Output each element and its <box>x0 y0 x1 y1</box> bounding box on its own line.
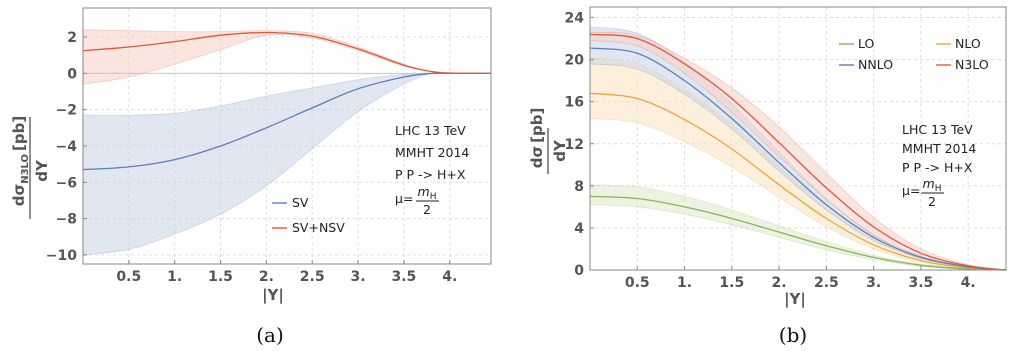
y-axis-label-a: dσN3LO[pb] dY <box>10 116 51 219</box>
legend-label-nnlo: NNLO <box>858 57 893 72</box>
annotation-line: LHC 13 TeV <box>395 123 466 138</box>
y-tick-label: 8 <box>574 179 584 195</box>
plot-frame-a <box>82 7 492 265</box>
legend-b: LO NLO NNLO N3LO <box>839 36 989 72</box>
x-tick-label: 3.5 <box>909 275 934 291</box>
y-tick-label: 12 <box>565 137 584 153</box>
annotation-line: MMHT 2014 <box>902 141 976 156</box>
bands-a <box>82 29 492 256</box>
y-tick-label: −10 <box>46 248 77 264</box>
annotation-line: P P -> H+X <box>902 160 973 175</box>
scale-label-numerator: mH <box>923 176 942 194</box>
y-tick-label: −4 <box>56 139 78 155</box>
x-ticks-a: 0.5 1. 1.5 2. 2.5 3. 3.5 4. <box>116 260 457 285</box>
x-tick-label: 2.5 <box>814 275 839 291</box>
y-tick-label: −6 <box>56 175 77 191</box>
y-tick-label: −8 <box>56 212 77 228</box>
y-axis-label-b: dσ[pb] dY <box>528 108 569 174</box>
y-tick-label: 0 <box>67 66 77 82</box>
x-tick-label: 3. <box>351 269 366 285</box>
lines-a <box>82 31 492 171</box>
x-tick-label: 0.5 <box>116 269 141 285</box>
x-tick-label: 3.5 <box>391 269 416 285</box>
panel-a: 0.5 1. 1.5 2. 2.5 3. 3.5 4. −10 −8 −6 −4 −2 0 2 |Y| d… <box>10 7 492 305</box>
y-ticks-b: 0 4 8 12 16 20 24 <box>565 11 594 279</box>
scale-label-prefix: μ= <box>395 191 413 206</box>
y-label-denominator-b: dY <box>551 139 569 162</box>
x-tick-label: 1.5 <box>208 269 233 285</box>
caption-b: (b) <box>779 323 807 347</box>
x-tick-label: 1. <box>167 269 182 285</box>
y-tick-label: −2 <box>56 103 77 119</box>
x-ticks-b: 0.5 1. 1.5 2. 2.5 3. 3.5 4. <box>625 266 976 291</box>
x-tick-label: 4. <box>961 275 976 291</box>
annotation-line: MMHT 2014 <box>395 145 469 160</box>
legend-label-sv-nsv: SV+NSV <box>292 220 345 235</box>
y-tick-label: 24 <box>565 11 585 27</box>
y-label-numerator-a: dσN3LO[pb] <box>10 116 31 206</box>
series-line-nlo <box>589 92 1007 271</box>
x-axis-label-a: |Y| <box>262 286 284 305</box>
x-tick-label: 0.5 <box>625 275 650 291</box>
scale-label-denominator: 2 <box>928 194 936 209</box>
panel-b: 0.5 1. 1.5 2. 2.5 3. 3.5 4. 0 4 8 12 16 20 24 |Y| dσ[… <box>528 6 1007 309</box>
x-tick-label: 4. <box>442 269 457 285</box>
y-tick-label: 0 <box>574 263 584 279</box>
x-tick-label: 2. <box>772 275 787 291</box>
band-sv-nsv <box>82 29 492 85</box>
y-tick-label: 4 <box>574 221 584 237</box>
annotation-a: LHC 13 TeV MMHT 2014 P P -> H+X μ= mH 2 <box>395 123 469 217</box>
x-tick-label: 1. <box>677 275 692 291</box>
series-line-sv <box>82 72 491 171</box>
x-tick-label: 2.5 <box>300 269 325 285</box>
legend-label-lo: LO <box>858 36 875 51</box>
legend-a: SV SV+NSV <box>272 195 345 235</box>
y-label-numerator-b: dσ[pb] <box>528 108 546 169</box>
caption-a: (a) <box>256 323 284 347</box>
annotation-b: LHC 13 TeV MMHT 2014 P P -> H+X μ= mH 2 <box>902 122 976 209</box>
legend-label-n3lo: N3LO <box>955 57 989 72</box>
annotation-line: P P -> H+X <box>395 167 466 182</box>
series-line-n3lo <box>589 33 1007 271</box>
legend-label-nlo: NLO <box>955 36 981 51</box>
annotation-line: LHC 13 TeV <box>902 122 973 137</box>
plot-frame-b <box>589 6 1007 271</box>
scale-label-numerator: mH <box>418 184 437 202</box>
legend-label-sv: SV <box>292 195 309 210</box>
scale-label-denominator: 2 <box>423 202 431 217</box>
lines-b <box>589 33 1007 271</box>
y-tick-label: 20 <box>565 53 585 69</box>
series-line-lo <box>589 195 1007 271</box>
scale-label-prefix: μ= <box>902 183 920 198</box>
series-line-nnlo <box>589 47 1007 271</box>
y-tick-label: 2 <box>67 30 77 46</box>
x-tick-label: 1.5 <box>719 275 744 291</box>
x-tick-label: 2. <box>259 269 274 285</box>
y-ticks-a: −10 −8 −6 −4 −2 0 2 <box>46 30 87 264</box>
series-line-sv-nsv <box>82 31 492 75</box>
x-axis-label-b: |Y| <box>784 290 806 309</box>
y-label-denominator-a: dY <box>33 159 51 182</box>
y-tick-label: 16 <box>565 95 584 111</box>
x-tick-label: 3. <box>866 275 881 291</box>
